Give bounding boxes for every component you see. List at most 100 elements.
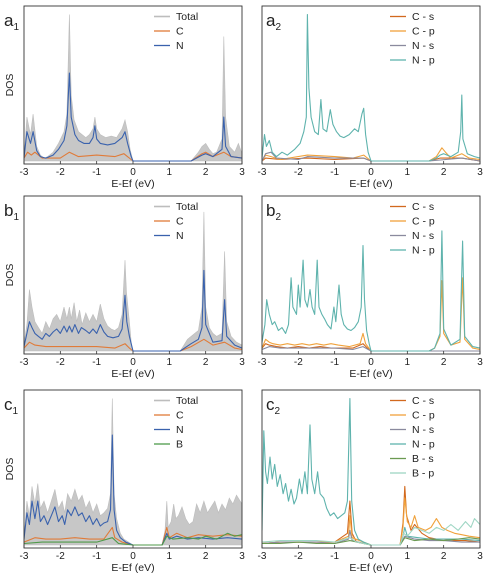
panel-subscript: 1 xyxy=(13,406,19,417)
panel-label: b1 xyxy=(4,201,19,223)
x-tick-label: 0 xyxy=(368,167,374,178)
legend-label: N - p xyxy=(412,55,435,67)
panel-letter: b xyxy=(266,201,275,220)
y-axis-title: DOS xyxy=(4,458,16,481)
x-tick-label: 2 xyxy=(203,357,209,368)
series-N-line xyxy=(24,72,242,162)
panel-subscript: 2 xyxy=(275,22,281,33)
x-tick-label: -2 xyxy=(294,167,303,178)
series-N_s-line xyxy=(262,346,480,352)
x-tick-label: 1 xyxy=(167,167,173,178)
legend-label: C xyxy=(176,410,184,422)
x-axis-title: E-Ef (eV) xyxy=(111,562,154,574)
plot-frame xyxy=(261,389,481,549)
plot-frame xyxy=(261,5,481,165)
x-tick-label: 0 xyxy=(368,357,374,368)
legend-label: N - p xyxy=(412,245,435,257)
legend-label: C - p xyxy=(412,26,435,38)
x-tick-label: 3 xyxy=(477,357,483,368)
x-tick-label: 0 xyxy=(368,551,374,562)
legend-label: N - s xyxy=(412,424,434,436)
legend-label: B - p xyxy=(412,468,434,480)
legend-label: C - p xyxy=(412,410,435,422)
x-tick-label: 0 xyxy=(130,167,136,178)
panel-letter: c xyxy=(4,395,13,414)
series-N_p-line xyxy=(262,230,480,352)
series-N_p-line xyxy=(262,397,480,546)
x-tick-label: -1 xyxy=(330,551,339,562)
x-tick-label: 3 xyxy=(477,167,483,178)
panel-label: a1 xyxy=(4,11,19,33)
x-axis-title: E-Ef (eV) xyxy=(349,368,392,380)
x-axis-title: E-Ef (eV) xyxy=(111,178,154,190)
legend-label: Total xyxy=(176,201,198,213)
legend-label: C - s xyxy=(412,11,434,23)
series-C-line xyxy=(24,526,242,546)
x-tick-label: 3 xyxy=(239,357,245,368)
x-tick-label: 0 xyxy=(130,551,136,562)
legend-label: B - s xyxy=(412,453,434,465)
x-tick-label: -3 xyxy=(20,357,29,368)
x-tick-label: 1 xyxy=(167,357,173,368)
panel-b2: -3 -2 -1 0 1 2 3E-Ef (eV)b2C - sC - pN - sN - … xyxy=(258,195,483,380)
legend-label: N xyxy=(176,424,184,436)
legend-label: Total xyxy=(176,11,198,23)
x-tick-label: -2 xyxy=(294,357,303,368)
x-tick-label: -2 xyxy=(294,551,303,562)
legend-label: C - p xyxy=(412,216,435,228)
x-axis-title: E-Ef (eV) xyxy=(111,368,154,380)
panel-subscript: 2 xyxy=(275,406,281,417)
plot-frame xyxy=(261,195,481,355)
x-tick-label: -1 xyxy=(92,551,101,562)
x-tick-label: 2 xyxy=(203,551,209,562)
legend-label: N xyxy=(176,40,184,52)
panel-label: b2 xyxy=(266,201,281,223)
x-tick-label: 1 xyxy=(167,551,173,562)
series-C_p-line xyxy=(262,277,480,352)
x-tick-label: 3 xyxy=(477,551,483,562)
x-tick-label: -1 xyxy=(330,167,339,178)
x-axis-title: E-Ef (eV) xyxy=(349,178,392,190)
legend-label: Total xyxy=(176,395,198,407)
x-tick-label: -3 xyxy=(20,167,29,178)
x-tick-label: 1 xyxy=(405,357,411,368)
legend-label: C - s xyxy=(412,395,434,407)
x-tick-label: -2 xyxy=(56,167,65,178)
series-N_s-line xyxy=(262,151,480,162)
x-axis-title: E-Ef (eV) xyxy=(349,562,392,574)
x-tick-label: 2 xyxy=(441,357,447,368)
panel-label: c1 xyxy=(4,395,19,417)
panel-c2: -3 -2 -1 0 1 2 3E-Ef (eV)c2C - sC - pN - sN - … xyxy=(258,389,483,574)
panel-label: c2 xyxy=(266,395,281,417)
x-tick-label: -3 xyxy=(20,551,29,562)
y-axis-title: DOS xyxy=(4,74,16,97)
series-N_p-line xyxy=(262,13,480,162)
x-tick-label: 3 xyxy=(239,551,245,562)
series-N-line xyxy=(24,269,242,352)
series-total-fill xyxy=(24,211,242,352)
x-tick-label: -1 xyxy=(92,357,101,368)
x-tick-label: -1 xyxy=(330,357,339,368)
panel-a2: -3 -2 -1 0 1 2 3E-Ef (eV)a2C - sC - pN - sN - … xyxy=(258,5,483,190)
panel-letter: b xyxy=(4,201,13,220)
series-N-line xyxy=(24,434,242,546)
x-tick-label: 2 xyxy=(441,167,447,178)
panel-letter: c xyxy=(266,395,275,414)
legend-label: C xyxy=(176,216,184,228)
x-tick-label: -2 xyxy=(56,357,65,368)
panel-letter: a xyxy=(4,11,14,30)
x-tick-label: -2 xyxy=(56,551,65,562)
x-tick-label: 2 xyxy=(441,551,447,562)
x-tick-label: 1 xyxy=(405,167,411,178)
legend-label: C - s xyxy=(412,201,434,213)
x-tick-label: -3 xyxy=(258,357,267,368)
x-tick-label: 2 xyxy=(203,167,209,178)
series-C_s-line xyxy=(262,485,480,546)
x-tick-label: -3 xyxy=(258,551,267,562)
x-tick-label: 0 xyxy=(130,357,136,368)
plot-frame xyxy=(23,5,243,165)
x-tick-label: -3 xyxy=(258,167,267,178)
series-C-line xyxy=(24,338,242,352)
y-axis-title: DOS xyxy=(4,264,16,287)
